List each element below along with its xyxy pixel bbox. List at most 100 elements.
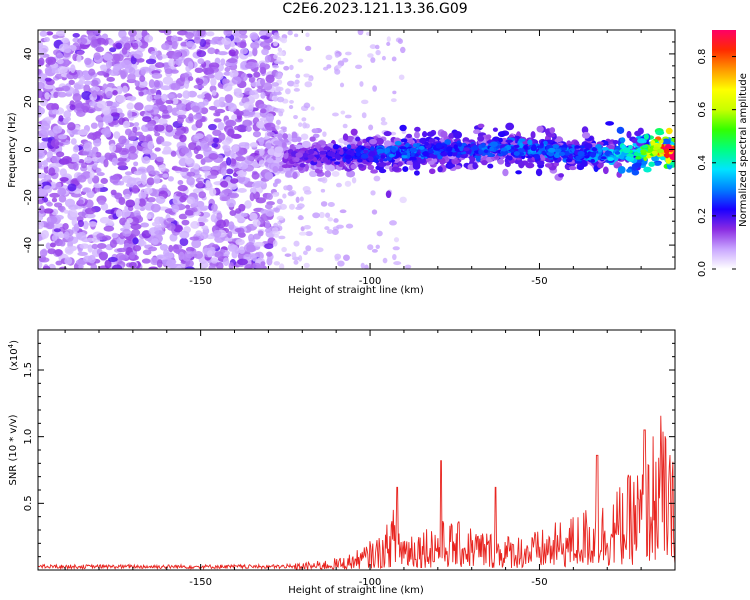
heatmap-cell [635, 156, 642, 160]
heatmap-cell [276, 215, 284, 221]
heatmap-cell [492, 127, 498, 132]
heatmap-cell [368, 124, 374, 131]
heatmap-cell [118, 135, 127, 145]
heatmap-cell [232, 144, 240, 153]
spectrogram-y-tick-label: -40 [23, 237, 34, 253]
heatmap-cell [389, 220, 397, 226]
spectrogram-x-label: Height of straight line (km) [288, 285, 424, 296]
heatmap-cell [338, 150, 344, 155]
heatmap-cell [177, 30, 188, 36]
heatmap-cell [399, 196, 407, 204]
heatmap-cell [298, 122, 303, 127]
heatmap-cell [303, 73, 310, 78]
spectrogram-heatmap [38, 30, 675, 269]
heatmap-cell [170, 69, 179, 74]
heatmap-cell [281, 246, 287, 253]
heatmap-cell [39, 99, 48, 107]
heatmap-cell [342, 123, 348, 129]
heatmap-cell [392, 90, 397, 95]
heatmap-cell [544, 163, 553, 168]
heatmap-cell [428, 148, 434, 154]
heatmap-cell [380, 117, 386, 122]
heatmap-cell [42, 265, 51, 269]
heatmap-cell [583, 143, 593, 149]
heatmap-cell [38, 261, 43, 269]
heatmap-cell [84, 213, 96, 219]
heatmap-cell [175, 249, 181, 255]
heatmap-cell [84, 57, 92, 66]
heatmap-cell [64, 246, 74, 255]
heatmap-cell [62, 222, 69, 231]
heatmap-cell [626, 168, 632, 173]
heatmap-cell [225, 156, 232, 166]
heatmap-cell [207, 174, 218, 179]
heatmap-cell [109, 47, 117, 53]
heatmap-cell [299, 196, 304, 202]
spectrogram-y-label: Frequency (Hz) [7, 112, 18, 188]
heatmap-cell [388, 153, 395, 158]
heatmap-cell [408, 138, 414, 144]
heatmap-cell [187, 76, 194, 82]
heatmap-cell [250, 41, 260, 50]
heatmap-cell [469, 155, 476, 163]
heatmap-cell [581, 126, 589, 134]
heatmap-cell [400, 138, 408, 143]
snr-y-label: SNR (10 * v/v) [8, 414, 19, 485]
heatmap-cell [90, 122, 98, 129]
heatmap-cell [238, 246, 246, 255]
heatmap-cell [67, 122, 76, 131]
heatmap-cell [184, 266, 195, 269]
heatmap-cell [113, 131, 121, 139]
heatmap-cell [184, 209, 194, 216]
heatmap-cell [184, 157, 193, 165]
heatmap-cell [114, 192, 123, 200]
heatmap-cell [323, 146, 332, 151]
heatmap-cell [121, 36, 127, 42]
heatmap-cell [293, 83, 300, 88]
heatmap-cell [57, 91, 67, 98]
heatmap-cell [383, 130, 392, 137]
heatmap-cell [204, 67, 215, 75]
heatmap-cell [401, 155, 408, 159]
heatmap-cell [622, 147, 631, 154]
heatmap-cell [158, 118, 168, 125]
heatmap-cell [91, 243, 99, 250]
heatmap-cell [38, 220, 44, 230]
heatmap-cell [176, 103, 187, 111]
heatmap-cell [193, 163, 200, 170]
heatmap-cell [296, 136, 302, 142]
heatmap-cell [357, 141, 363, 146]
heatmap-cell [376, 230, 383, 237]
heatmap-cell [237, 227, 245, 236]
heatmap-cell [473, 129, 481, 135]
heatmap-cell [446, 146, 453, 152]
heatmap-cell [367, 53, 374, 58]
heatmap-cell [44, 85, 54, 90]
heatmap-cell [107, 256, 118, 263]
heatmap-cell [59, 240, 66, 247]
heatmap-cell [281, 164, 289, 169]
heatmap-cell [334, 161, 341, 165]
heatmap-cell [194, 67, 204, 73]
snr-x-tick-label: -50 [531, 577, 547, 588]
heatmap-cell [293, 33, 299, 38]
heatmap-cell [49, 181, 57, 189]
colorbar-label: Normalized spectral amplitude [738, 73, 749, 227]
heatmap-cell [227, 231, 233, 239]
heatmap-cell [273, 140, 282, 145]
heatmap-cell [637, 138, 646, 144]
heatmap-cell [142, 249, 152, 256]
heatmap-cell [185, 40, 195, 48]
heatmap-cell [165, 124, 174, 133]
heatmap-cell [134, 102, 144, 111]
heatmap-cell [133, 161, 139, 167]
heatmap-cell [307, 77, 313, 82]
heatmap-cell [101, 235, 112, 241]
heatmap-cell [346, 170, 356, 178]
heatmap-cell [274, 178, 282, 184]
heatmap-cell [44, 67, 53, 74]
heatmap-cell [168, 58, 175, 67]
heatmap-cell [213, 112, 220, 117]
heatmap-cell [162, 257, 173, 266]
heatmap-cell [224, 94, 233, 103]
